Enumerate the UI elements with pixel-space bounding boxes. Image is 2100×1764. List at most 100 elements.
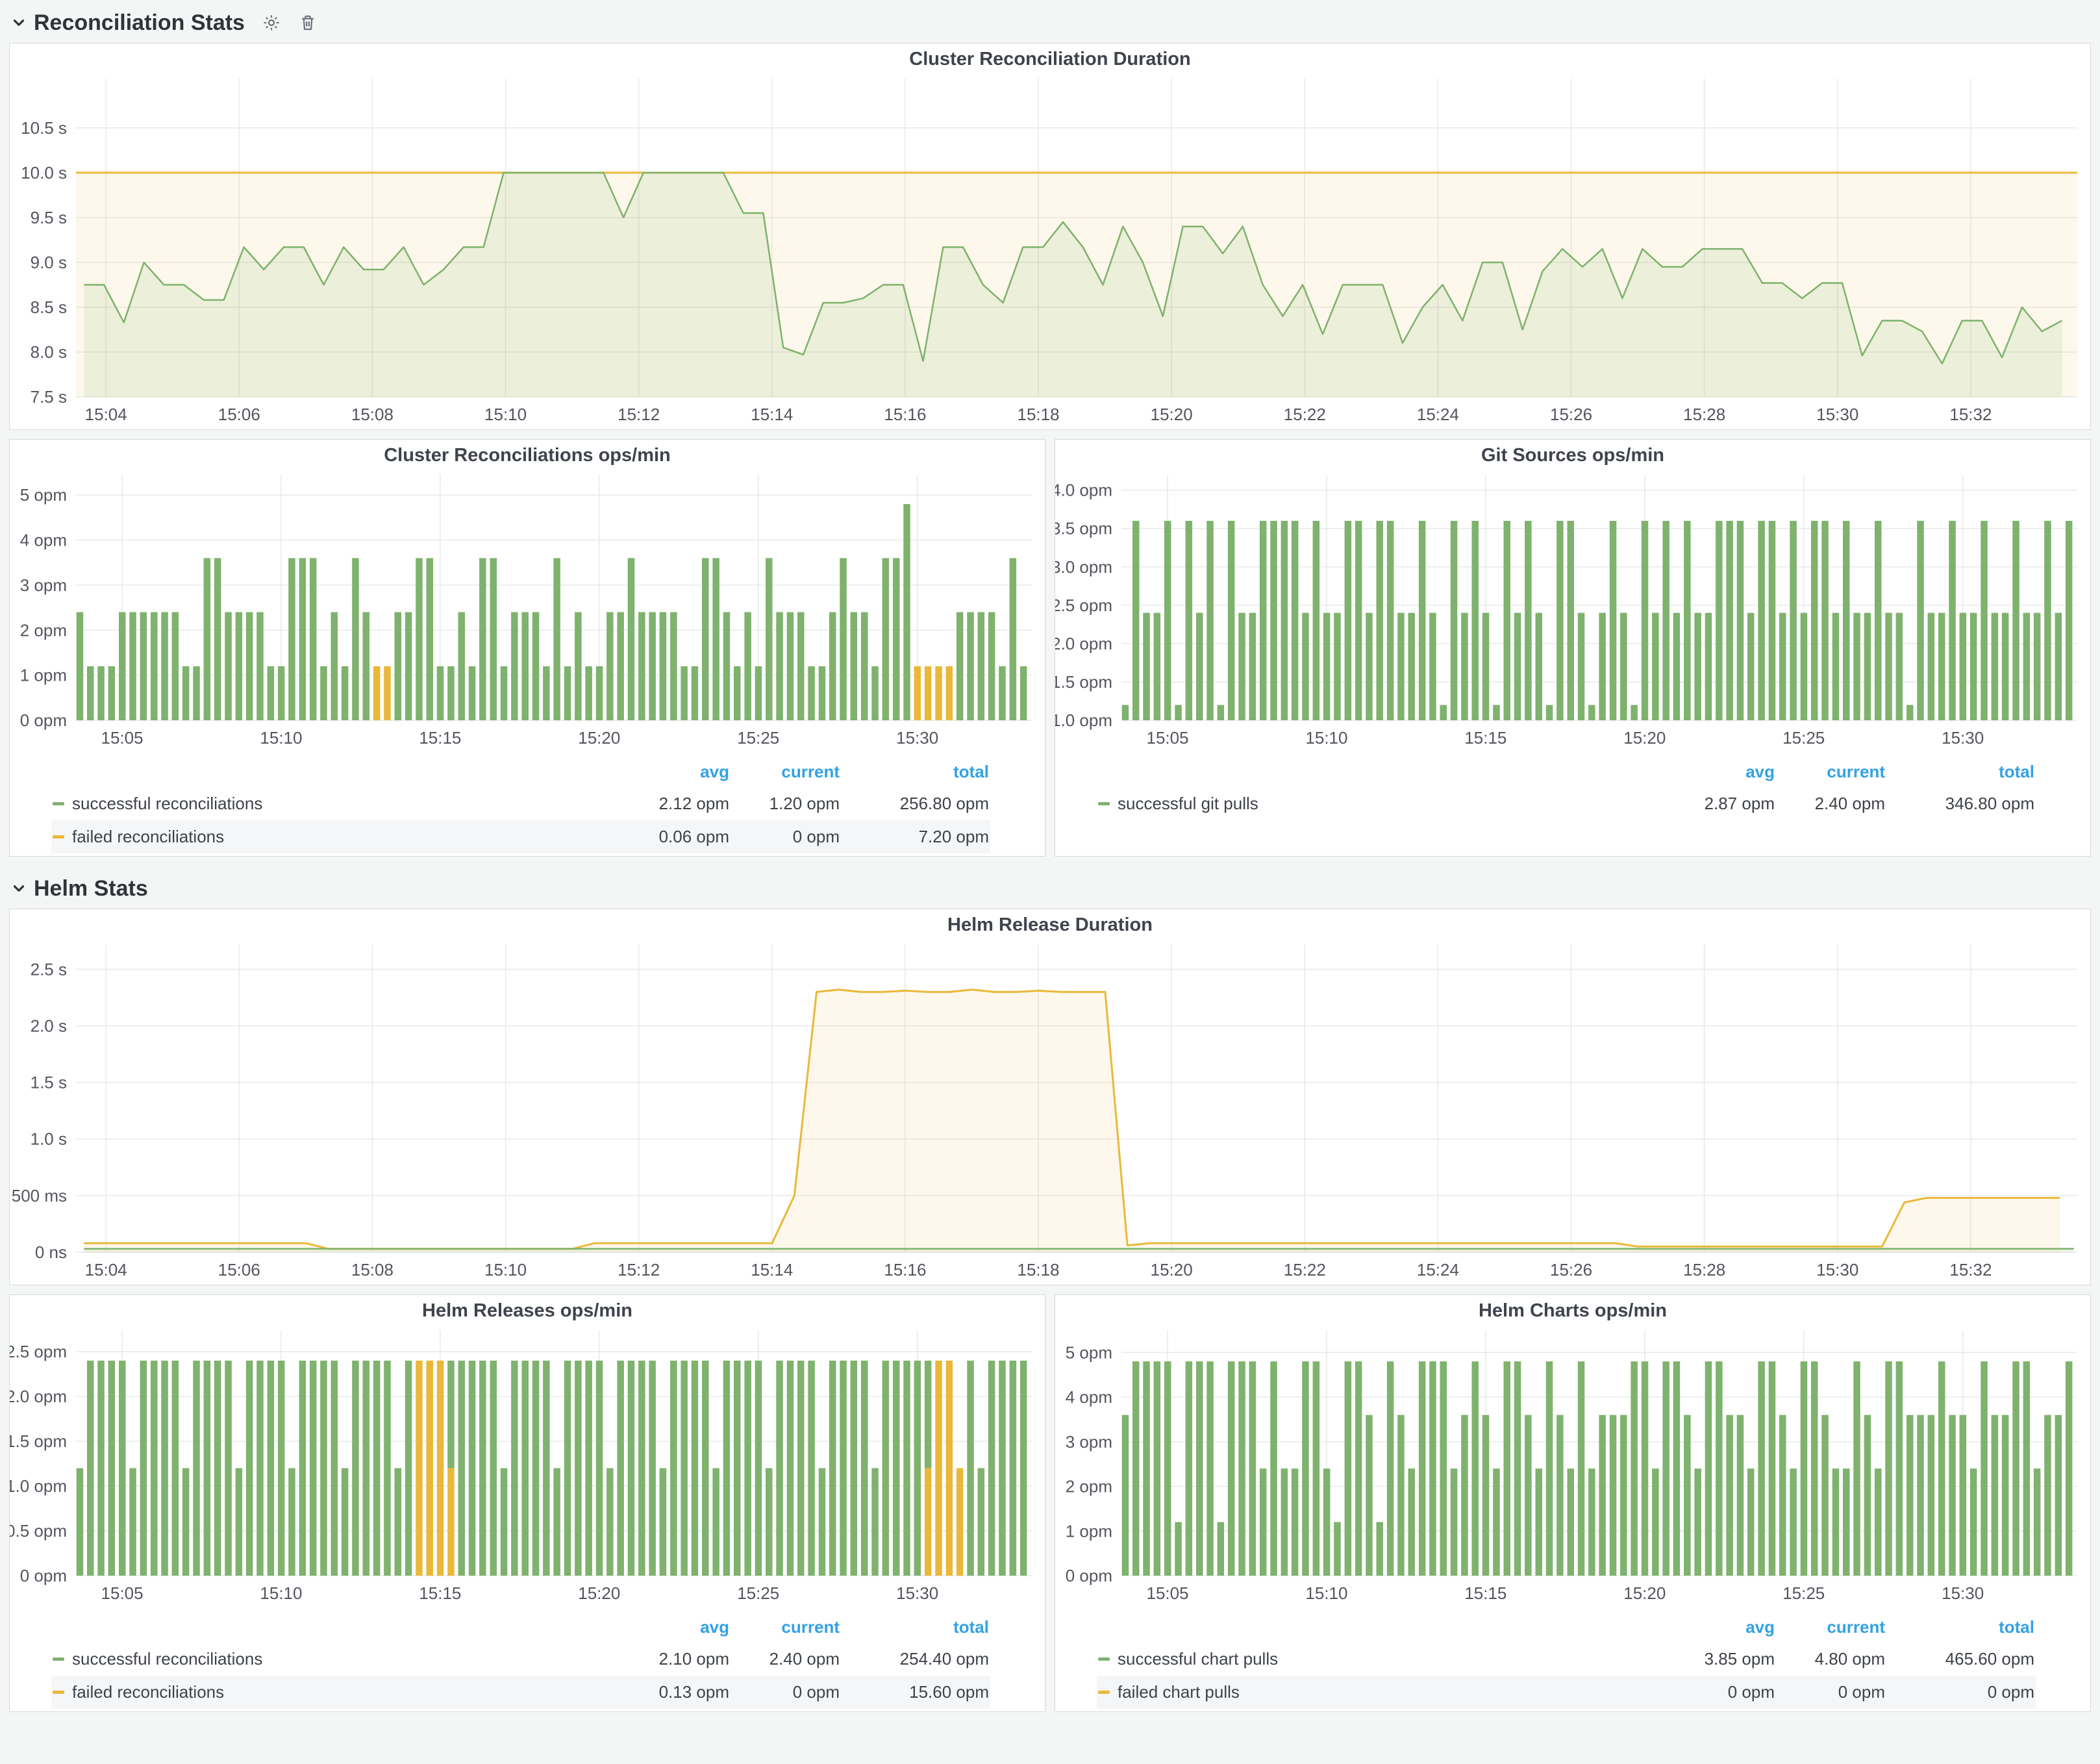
svg-text:15:05: 15:05 <box>101 728 143 748</box>
legend-series-label[interactable]: successful reconciliations <box>51 787 620 820</box>
svg-text:2.0 opm: 2.0 opm <box>10 1387 67 1406</box>
legend-column-total[interactable]: total <box>953 1617 989 1637</box>
svg-text:15:15: 15:15 <box>1464 1583 1506 1603</box>
svg-text:15:05: 15:05 <box>1146 1583 1188 1603</box>
legend-spacer <box>51 1612 620 1643</box>
svg-text:15:12: 15:12 <box>618 1260 660 1279</box>
svg-text:3.5 opm: 3.5 opm <box>1055 519 1112 538</box>
panel-cluster-reconciliations-ops: Cluster Reconciliations ops/min 15:05 15:… <box>9 439 1045 857</box>
legend-column-avg[interactable]: avg <box>1745 762 1775 781</box>
legend-stat-value: 254.40 opm <box>899 1649 989 1669</box>
svg-text:0 ns: 0 ns <box>35 1242 67 1262</box>
legend-stat-value: 465.60 opm <box>1945 1649 2034 1669</box>
svg-text:9.5 s: 9.5 s <box>31 208 67 227</box>
series-color-swatch <box>1098 1657 1110 1661</box>
svg-text:15:08: 15:08 <box>351 1260 394 1279</box>
helm-release-duration-chart[interactable]: 15:04 15:06 15:08 15:10 15:12 15:14 15:16 15:18… <box>10 939 2090 1285</box>
svg-text:7.5 s: 7.5 s <box>31 387 67 407</box>
legend-column-total[interactable]: total <box>1999 762 2034 781</box>
legend-series-label[interactable]: failed reconciliations <box>51 1676 620 1709</box>
svg-text:15:22: 15:22 <box>1284 1260 1326 1279</box>
legend-stat-value: 346.80 opm <box>1945 794 2034 813</box>
svg-text:500 ms: 500 ms <box>12 1186 67 1205</box>
svg-text:15:30: 15:30 <box>1816 1260 1858 1279</box>
trash-icon[interactable] <box>298 13 318 32</box>
legend-series-label[interactable]: failed reconciliations <box>51 820 620 853</box>
panel-title[interactable]: Helm Releases ops/min <box>422 1300 632 1321</box>
legend-column-current[interactable]: current <box>781 762 840 781</box>
svg-text:1.0 opm: 1.0 opm <box>1055 711 1112 730</box>
svg-text:10.0 s: 10.0 s <box>21 163 67 183</box>
gear-icon[interactable] <box>262 13 281 32</box>
helm-charts-legend: avg current total successful chart pulls 3.8… <box>1097 1612 2036 1709</box>
legend-stat-value: 256.80 opm <box>899 794 989 813</box>
svg-text:15:25: 15:25 <box>737 1583 779 1603</box>
svg-text:3 opm: 3 opm <box>1066 1432 1112 1452</box>
panel-cluster-reconciliation-duration: Cluster Reconciliation Duration 15:04 15:… <box>9 43 2091 430</box>
legend-stat-value: 2.10 opm <box>658 1649 729 1669</box>
series-color-swatch <box>53 802 64 805</box>
svg-text:15:06: 15:06 <box>218 1260 260 1279</box>
section-title[interactable]: Reconciliation Stats <box>34 10 245 35</box>
panel-helm-releases-ops: Helm Releases ops/min 15:05 15:10 15:15 15:… <box>6 1294 1045 1712</box>
svg-text:15:30: 15:30 <box>1816 405 1858 424</box>
cluster-reconciliations-ops-chart[interactable]: 15:05 15:10 15:15 15:20 15:25 15:30 5 opm 4 opm… <box>10 470 1045 753</box>
svg-text:15:26: 15:26 <box>1550 405 1592 424</box>
section-header-helm-stats: Helm Stats <box>10 874 2091 903</box>
cluster-reconciliations-legend: avg current total successful reconciliation… <box>51 757 990 853</box>
series-color-swatch <box>1098 802 1110 805</box>
panel-title[interactable]: Cluster Reconciliations ops/min <box>384 445 671 466</box>
svg-text:15:30: 15:30 <box>1942 1583 1984 1603</box>
panel-title[interactable]: Git Sources ops/min <box>1481 445 1664 466</box>
legend-stat-value: 1.20 opm <box>769 794 840 813</box>
panel-title[interactable]: Helm Charts ops/min <box>1478 1300 1668 1321</box>
chevron-down-icon[interactable] <box>10 14 27 31</box>
legend-column-total[interactable]: total <box>1999 1617 2034 1637</box>
svg-text:15:10: 15:10 <box>1305 728 1347 748</box>
legend-stat-value: 2.40 opm <box>1814 794 1885 813</box>
cluster-duration-chart[interactable]: 15:04 15:06 15:08 15:10 15:12 15:14 15:16 15:18… <box>10 73 2090 429</box>
panel-title[interactable]: Cluster Reconciliation Duration <box>909 49 1191 69</box>
svg-text:15:32: 15:32 <box>1949 405 1992 424</box>
svg-text:1.5 opm: 1.5 opm <box>10 1431 67 1451</box>
svg-text:0 opm: 0 opm <box>20 711 67 730</box>
legend-series-label[interactable]: successful reconciliations <box>51 1643 620 1676</box>
svg-text:15:25: 15:25 <box>737 728 779 748</box>
svg-text:15:10: 15:10 <box>484 405 527 424</box>
svg-text:15:16: 15:16 <box>884 1260 926 1279</box>
git-sources-ops-chart[interactable]: 15:05 15:10 15:15 15:20 15:25 15:30 4.0 opm 3.5… <box>1051 470 2090 753</box>
svg-text:15:06: 15:06 <box>218 405 260 424</box>
svg-text:2.0 opm: 2.0 opm <box>1055 634 1112 653</box>
svg-text:15:15: 15:15 <box>419 1583 461 1603</box>
legend-column-avg[interactable]: avg <box>700 1617 729 1637</box>
section-title[interactable]: Helm Stats <box>34 876 148 901</box>
svg-text:15:24: 15:24 <box>1417 1260 1459 1279</box>
svg-text:2.5 opm: 2.5 opm <box>1055 596 1112 615</box>
legend-series-label[interactable]: failed chart pulls <box>1097 1676 1666 1709</box>
legend-column-current[interactable]: current <box>781 1617 840 1637</box>
legend-series-label[interactable]: successful git pulls <box>1097 787 1666 820</box>
svg-text:15:28: 15:28 <box>1683 1260 1725 1279</box>
svg-text:15:10: 15:10 <box>260 728 302 748</box>
svg-text:15:05: 15:05 <box>1146 728 1188 748</box>
svg-text:15:10: 15:10 <box>484 1260 527 1279</box>
legend-series-label[interactable]: successful chart pulls <box>1097 1643 1666 1676</box>
legend-column-current[interactable]: current <box>1827 762 1885 781</box>
legend-column-current[interactable]: current <box>1827 1617 1885 1637</box>
series-color-swatch <box>53 1691 64 1694</box>
helm-charts-ops-chart[interactable]: 15:05 15:10 15:15 15:20 15:25 15:30 5 opm 4 opm… <box>1055 1325 2090 1608</box>
chevron-down-icon[interactable] <box>10 880 27 897</box>
svg-text:4 opm: 4 opm <box>1066 1387 1112 1407</box>
panel-title[interactable]: Helm Release Duration <box>947 914 1153 935</box>
svg-text:15:10: 15:10 <box>1305 1583 1347 1603</box>
legend-column-avg[interactable]: avg <box>1745 1617 1775 1637</box>
svg-text:15:15: 15:15 <box>419 728 461 748</box>
helm-releases-ops-chart[interactable]: 15:05 15:10 15:15 15:20 15:25 15:30 2.5 opm 2.0… <box>6 1325 1045 1608</box>
svg-text:15:05: 15:05 <box>101 1583 143 1603</box>
legend-stat-value: 7.20 opm <box>841 820 990 853</box>
svg-text:15:24: 15:24 <box>1417 405 1459 424</box>
svg-text:15:04: 15:04 <box>85 1260 127 1279</box>
legend-column-total[interactable]: total <box>953 762 989 781</box>
legend-column-avg[interactable]: avg <box>700 762 729 781</box>
svg-text:15:14: 15:14 <box>751 405 793 424</box>
